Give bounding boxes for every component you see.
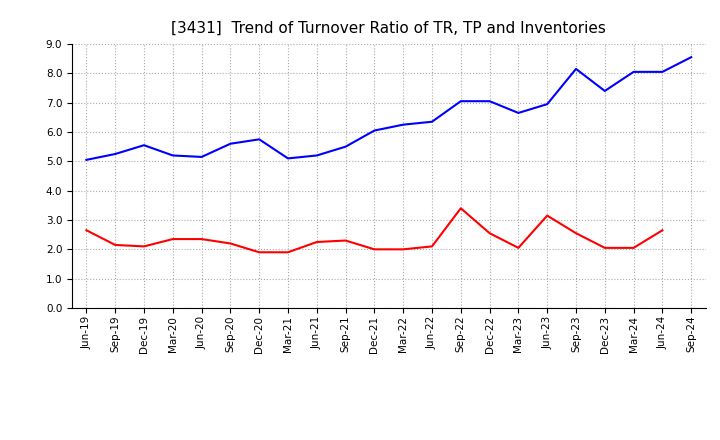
Trade Payables — [82, 157, 91, 162]
Trade Receivables — [226, 241, 235, 246]
Trade Payables — [687, 55, 696, 60]
Line: Trade Payables: Trade Payables — [86, 57, 691, 160]
Trade Payables — [197, 154, 206, 160]
Trade Payables — [572, 66, 580, 72]
Trade Receivables — [111, 242, 120, 248]
Trade Receivables — [658, 227, 667, 233]
Trade Receivables — [255, 249, 264, 255]
Trade Payables — [428, 119, 436, 125]
Trade Receivables — [197, 236, 206, 242]
Trade Receivables — [370, 247, 379, 252]
Trade Payables — [629, 69, 638, 74]
Trade Receivables — [140, 244, 148, 249]
Line: Trade Receivables: Trade Receivables — [86, 208, 662, 252]
Trade Receivables — [341, 238, 350, 243]
Trade Payables — [485, 99, 494, 104]
Trade Payables — [140, 143, 148, 148]
Trade Receivables — [168, 236, 177, 242]
Trade Payables — [543, 102, 552, 107]
Trade Payables — [341, 144, 350, 149]
Trade Receivables — [629, 245, 638, 250]
Trade Receivables — [514, 245, 523, 250]
Trade Receivables — [428, 244, 436, 249]
Trade Payables — [399, 122, 408, 127]
Trade Payables — [284, 156, 292, 161]
Trade Payables — [226, 141, 235, 147]
Trade Payables — [658, 69, 667, 74]
Trade Payables — [456, 99, 465, 104]
Trade Payables — [370, 128, 379, 133]
Trade Receivables — [312, 239, 321, 245]
Trade Receivables — [543, 213, 552, 218]
Trade Receivables — [485, 231, 494, 236]
Trade Receivables — [600, 245, 609, 250]
Trade Receivables — [82, 227, 91, 233]
Trade Payables — [514, 110, 523, 116]
Trade Receivables — [456, 205, 465, 211]
Trade Receivables — [399, 247, 408, 252]
Trade Receivables — [284, 249, 292, 255]
Trade Payables — [255, 137, 264, 142]
Trade Receivables — [572, 231, 580, 236]
Trade Payables — [312, 153, 321, 158]
Title: [3431]  Trend of Turnover Ratio of TR, TP and Inventories: [3431] Trend of Turnover Ratio of TR, TP… — [171, 21, 606, 36]
Trade Payables — [111, 151, 120, 157]
Trade Payables — [600, 88, 609, 94]
Trade Payables — [168, 153, 177, 158]
